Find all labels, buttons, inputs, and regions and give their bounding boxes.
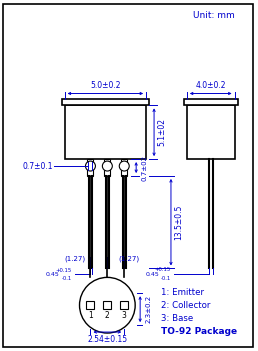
Circle shape — [79, 277, 135, 333]
Bar — [187, 105, 235, 159]
Bar — [103, 301, 111, 309]
Bar — [87, 159, 93, 176]
Circle shape — [85, 161, 95, 171]
Text: (1.27): (1.27) — [119, 255, 140, 262]
Text: 13.5±0.5: 13.5±0.5 — [174, 205, 183, 240]
Text: 2.54±0.15: 2.54±0.15 — [87, 336, 127, 344]
Text: TO-92 Package: TO-92 Package — [161, 326, 237, 336]
Circle shape — [102, 161, 112, 171]
Text: 1: Emitter: 1: Emitter — [161, 288, 204, 297]
Text: +0.15: +0.15 — [55, 268, 71, 273]
Text: 0.7±0.1: 0.7±0.1 — [22, 161, 53, 171]
Text: 0.45: 0.45 — [145, 272, 159, 277]
Text: 1: 1 — [88, 311, 93, 320]
Text: 4.0±0.2: 4.0±0.2 — [196, 81, 226, 90]
Bar — [86, 301, 94, 309]
Text: 0.45: 0.45 — [46, 272, 60, 277]
Bar — [184, 99, 238, 105]
Text: 2: 2 — [105, 311, 110, 320]
Text: 5.0±0.2: 5.0±0.2 — [90, 81, 120, 90]
Bar — [62, 99, 149, 105]
Text: Unit: mm: Unit: mm — [193, 12, 235, 20]
Text: (1.27): (1.27) — [64, 255, 85, 262]
Circle shape — [119, 161, 129, 171]
Bar — [64, 105, 146, 159]
Text: -0.1: -0.1 — [161, 276, 171, 281]
Bar — [104, 159, 110, 176]
Text: 2.3±0.2: 2.3±0.2 — [145, 295, 151, 323]
Text: 0.7±02: 0.7±02 — [141, 155, 147, 181]
Text: 2: Collector: 2: Collector — [161, 301, 210, 310]
Text: 3: 3 — [122, 311, 127, 320]
Text: 3: Base: 3: Base — [161, 314, 193, 323]
Bar — [121, 159, 127, 176]
Text: 5.1±02: 5.1±02 — [158, 118, 166, 146]
Text: -0.1: -0.1 — [61, 276, 71, 281]
Text: +0.15: +0.15 — [155, 267, 171, 272]
Bar — [120, 301, 128, 309]
